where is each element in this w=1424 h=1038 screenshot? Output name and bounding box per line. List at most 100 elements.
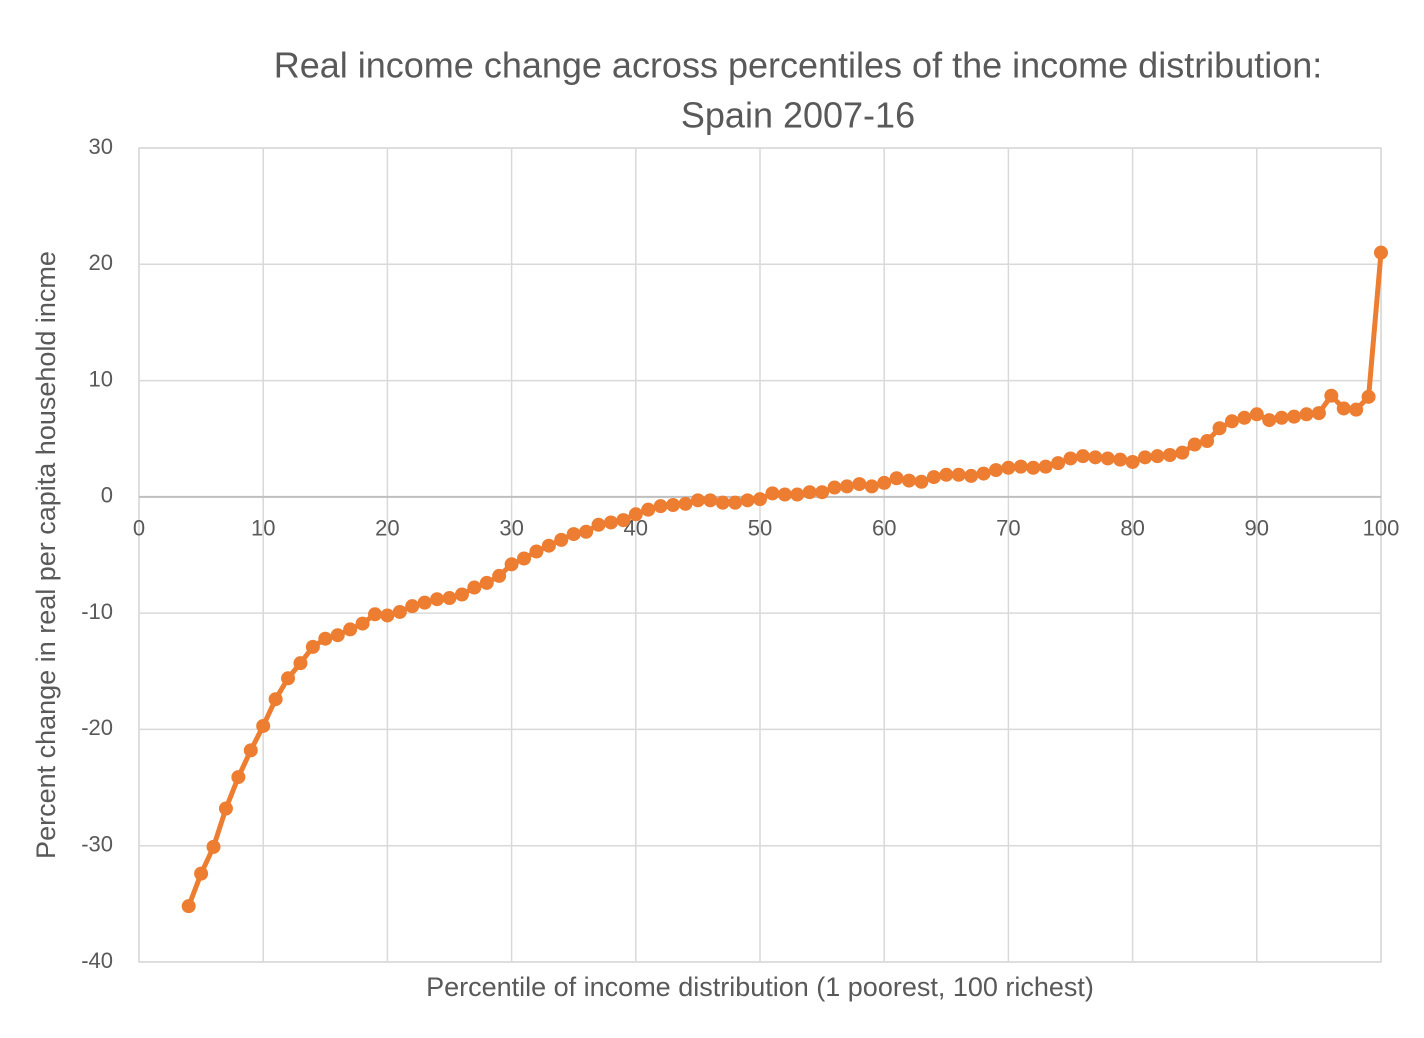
data-point [839, 479, 854, 494]
y-tick-label: -40 [81, 948, 113, 973]
data-point [181, 899, 196, 914]
data-point [976, 466, 991, 481]
data-point [653, 499, 668, 514]
data-point [305, 639, 320, 654]
data-point [1175, 445, 1190, 460]
x-tick-label: 80 [1120, 516, 1144, 541]
data-point [281, 671, 296, 686]
data-point [1187, 437, 1202, 452]
data-point [566, 527, 581, 542]
data-point [802, 485, 817, 500]
data-point [194, 866, 209, 881]
x-tick-label: 30 [499, 516, 523, 541]
y-tick-label: -10 [81, 599, 113, 624]
data-point [603, 515, 618, 530]
data-point [616, 513, 631, 528]
data-point [1063, 451, 1078, 466]
data-point [579, 524, 594, 539]
data-point [529, 544, 544, 559]
x-tick-label: 100 [1363, 516, 1400, 541]
data-point [1299, 407, 1314, 422]
data-point [1324, 388, 1339, 403]
data-point [541, 538, 556, 553]
data-point [1162, 447, 1177, 462]
data-point [1287, 409, 1302, 424]
data-point [1361, 389, 1376, 404]
chart-subtitle: Spain 2007-16 [681, 95, 915, 136]
data-point [1100, 451, 1115, 466]
y-axis-title: Percent change in real per capita househ… [31, 251, 61, 859]
x-tick-label: 20 [375, 516, 399, 541]
data-point [554, 532, 569, 547]
data-point [1311, 406, 1326, 421]
data-point [951, 467, 966, 482]
data-point [1237, 410, 1252, 425]
data-point [1349, 402, 1364, 417]
data-point [467, 580, 482, 595]
x-tick-label: 60 [872, 516, 896, 541]
data-point [1262, 413, 1277, 428]
data-point [753, 492, 767, 507]
data-point [1150, 449, 1165, 464]
data-point [454, 587, 469, 602]
data-point [728, 495, 743, 510]
data-point [666, 497, 681, 512]
data-point [1224, 414, 1239, 429]
y-tick-label: -20 [81, 715, 113, 740]
y-tick-label: 30 [89, 134, 113, 159]
data-point [1075, 449, 1090, 464]
y-tick-label: 20 [89, 250, 113, 275]
data-point [939, 467, 954, 482]
data-point [517, 551, 532, 566]
data-point [392, 604, 407, 619]
data-point [628, 507, 643, 522]
data-point [1001, 460, 1016, 475]
data-point [1374, 245, 1388, 260]
data-point [231, 770, 246, 785]
data-point [504, 557, 519, 572]
y-tick-label: 10 [89, 366, 113, 391]
data-point [1138, 450, 1153, 465]
data-point [1026, 460, 1041, 475]
data-point [765, 486, 780, 501]
data-point [1212, 421, 1227, 436]
y-tick-label: -30 [81, 832, 113, 857]
data-point [218, 801, 233, 816]
data-point [318, 631, 333, 646]
data-point [1113, 452, 1128, 467]
data-point [1088, 450, 1103, 465]
data-point [703, 493, 718, 508]
x-tick-label: 90 [1245, 516, 1269, 541]
data-point [380, 608, 395, 623]
data-point [715, 495, 730, 510]
data-point [268, 692, 283, 707]
y-tick-label: 0 [101, 483, 113, 508]
data-point [902, 473, 917, 488]
x-axis-title: Percentile of income distribution (1 poo… [426, 972, 1094, 1002]
data-point [988, 463, 1003, 478]
series-line [186, 252, 1384, 908]
data-point [777, 487, 792, 502]
data-point [790, 487, 805, 502]
data-point [405, 599, 420, 614]
data-point [1051, 456, 1066, 471]
data-point [1038, 459, 1053, 474]
chart-title: Real income change across percentiles of… [274, 45, 1323, 86]
data-point [591, 517, 606, 532]
x-tick-label: 10 [251, 516, 275, 541]
data-point [926, 470, 941, 485]
data-point [1125, 454, 1140, 469]
data-point [1013, 459, 1028, 474]
data-point [442, 591, 457, 606]
data-point [206, 839, 221, 854]
data-point [740, 493, 755, 508]
data-point [1336, 401, 1351, 416]
data-point [641, 502, 656, 517]
data-point [815, 485, 830, 500]
data-point [355, 616, 370, 631]
data-point [877, 475, 892, 490]
data-point [914, 474, 929, 489]
x-tick-label: 50 [748, 516, 772, 541]
data-point [330, 628, 345, 643]
data-point [864, 479, 879, 494]
